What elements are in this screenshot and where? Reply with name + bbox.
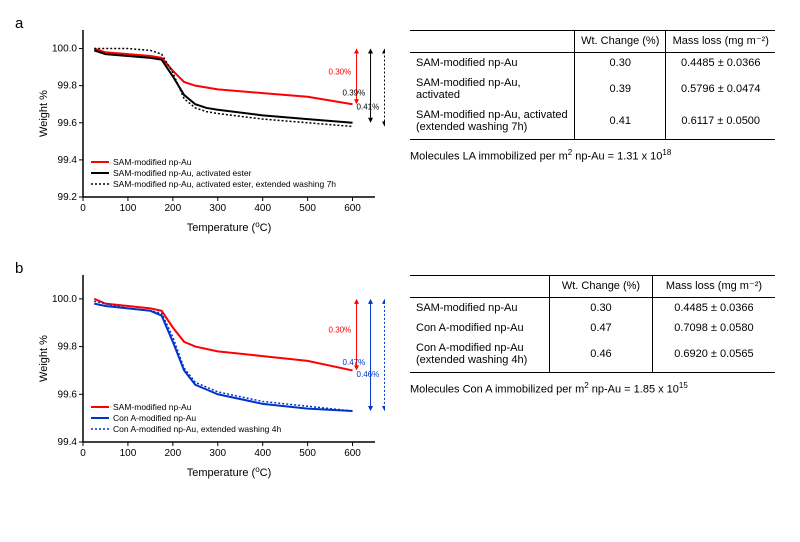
svg-text:200: 200	[165, 203, 182, 214]
svg-text:99.6: 99.6	[58, 118, 78, 129]
col-blank	[410, 276, 550, 298]
panel-b: b 0 100 200 300 400 500 600 99.4 99.6 99.8 100.0 Te…	[15, 260, 785, 480]
svg-text:600: 600	[344, 448, 361, 459]
table-cell: 0.47	[550, 318, 653, 338]
caption-a: Molecules LA immobilized per m2 np-Au = …	[410, 148, 775, 163]
svg-text:300: 300	[209, 448, 226, 459]
svg-text:100: 100	[120, 448, 137, 459]
col-wtchange: Wt. Change (%)	[550, 276, 653, 298]
table-cell: 0.6117 ± 0.0500	[666, 105, 775, 140]
svg-text:SAM-modified np-Au, activated: SAM-modified np-Au, activated ester	[113, 168, 252, 178]
svg-text:99.6: 99.6	[58, 389, 78, 400]
chart-b: 0 100 200 300 400 500 600 99.4 99.6 99.8 100.0 Temp…	[35, 265, 385, 480]
svg-text:0: 0	[80, 203, 86, 214]
svg-text:0.30%: 0.30%	[329, 67, 352, 76]
svg-text:600: 600	[344, 203, 361, 214]
col-massloss: Mass loss (mg m⁻²)	[666, 31, 775, 53]
table-cell: Con A-modified np-Au	[410, 318, 550, 338]
col-wtchange: Wt. Change (%)	[575, 31, 666, 53]
svg-text:Temperature (oC): Temperature (oC)	[187, 220, 272, 234]
svg-text:Weight %: Weight %	[38, 335, 50, 382]
caption-b: Molecules Con A immobilized per m2 np-Au…	[410, 381, 775, 396]
svg-text:0.39%: 0.39%	[343, 89, 366, 98]
table-cell: 0.6920 ± 0.0565	[652, 338, 775, 373]
svg-text:99.2: 99.2	[58, 192, 78, 203]
table-row: SAM-modified np-Au0.300.4485 ± 0.0366	[410, 53, 775, 74]
table-cell: 0.30	[550, 298, 653, 319]
col-massloss: Mass loss (mg m⁻²)	[652, 276, 775, 298]
table-row: Con A-modified np-Au0.470.7098 ± 0.0580	[410, 318, 775, 338]
table-cell: 0.39	[575, 73, 666, 105]
table-cell: SAM-modified np-Au, activated(extended w…	[410, 105, 575, 140]
svg-text:500: 500	[299, 448, 316, 459]
chart-b-container: b 0 100 200 300 400 500 600 99.4 99.6 99.8 100.0 Te…	[15, 260, 385, 480]
table-row: SAM-modified np-Au0.300.4485 ± 0.0366	[410, 298, 775, 319]
table-cell: SAM-modified np-Au,activated	[410, 73, 575, 105]
table-b: Wt. Change (%) Mass loss (mg m⁻²) SAM-mo…	[410, 275, 775, 373]
table-cell: 0.7098 ± 0.0580	[652, 318, 775, 338]
table-cell: 0.4485 ± 0.0366	[666, 53, 775, 74]
svg-text:SAM-modified np-Au: SAM-modified np-Au	[113, 157, 192, 167]
svg-text:SAM-modified np-Au, activated: SAM-modified np-Au, activated ester, ext…	[113, 179, 336, 189]
svg-text:0.46%: 0.46%	[357, 370, 380, 379]
svg-text:99.8: 99.8	[58, 342, 78, 353]
svg-text:99.4: 99.4	[58, 437, 78, 448]
table-cell: 0.41	[575, 105, 666, 140]
panel-letter-a: a	[15, 15, 23, 32]
table-cell: SAM-modified np-Au	[410, 53, 575, 74]
table-row: SAM-modified np-Au, activated(extended w…	[410, 105, 775, 140]
panel-letter-b: b	[15, 260, 23, 277]
svg-text:300: 300	[209, 203, 226, 214]
svg-text:0: 0	[80, 448, 86, 459]
table-b-container: Wt. Change (%) Mass loss (mg m⁻²) SAM-mo…	[385, 260, 775, 396]
svg-text:Con A-modified np-Au: Con A-modified np-Au	[113, 413, 196, 423]
svg-text:0.41%: 0.41%	[357, 103, 380, 112]
table-cell: 0.5796 ± 0.0474	[666, 73, 775, 105]
svg-text:Con A-modified np-Au, extended: Con A-modified np-Au, extended washing 4…	[113, 424, 281, 434]
svg-text:100: 100	[120, 203, 137, 214]
svg-text:99.8: 99.8	[58, 81, 78, 92]
table-cell: 0.4485 ± 0.0366	[652, 298, 775, 319]
svg-text:Weight %: Weight %	[38, 90, 50, 137]
table-cell: 0.46	[550, 338, 653, 373]
table-cell: SAM-modified np-Au	[410, 298, 550, 319]
svg-text:400: 400	[254, 203, 271, 214]
chart-a: 0 100 200 300 400 500 600 99.2 99.4 99.6 99.8 100.0…	[35, 20, 385, 235]
svg-text:0.47%: 0.47%	[343, 358, 366, 367]
table-a-container: Wt. Change (%) Mass loss (mg m⁻²) SAM-mo…	[385, 15, 775, 163]
svg-text:SAM-modified np-Au: SAM-modified np-Au	[113, 402, 192, 412]
svg-text:500: 500	[299, 203, 316, 214]
svg-text:400: 400	[254, 448, 271, 459]
table-row: Con A-modified np-Au(extended washing 4h…	[410, 338, 775, 373]
svg-text:100.0: 100.0	[52, 294, 77, 305]
table-a: Wt. Change (%) Mass loss (mg m⁻²) SAM-mo…	[410, 30, 775, 140]
chart-a-container: a 0 100 200 300 400 500 600 99.2 99.4 99.6 99.8 100…	[15, 15, 385, 235]
svg-text:100.0: 100.0	[52, 44, 77, 55]
table-cell: 0.30	[575, 53, 666, 74]
table-row: SAM-modified np-Au,activated0.390.5796 ±…	[410, 73, 775, 105]
svg-text:Temperature (oC): Temperature (oC)	[187, 465, 272, 479]
col-blank	[410, 31, 575, 53]
svg-text:0.30%: 0.30%	[329, 326, 352, 335]
table-cell: Con A-modified np-Au(extended washing 4h…	[410, 338, 550, 373]
panel-a: a 0 100 200 300 400 500 600 99.2 99.4 99.6 99.8 100…	[15, 15, 785, 235]
svg-text:99.4: 99.4	[58, 155, 78, 166]
svg-text:200: 200	[165, 448, 182, 459]
